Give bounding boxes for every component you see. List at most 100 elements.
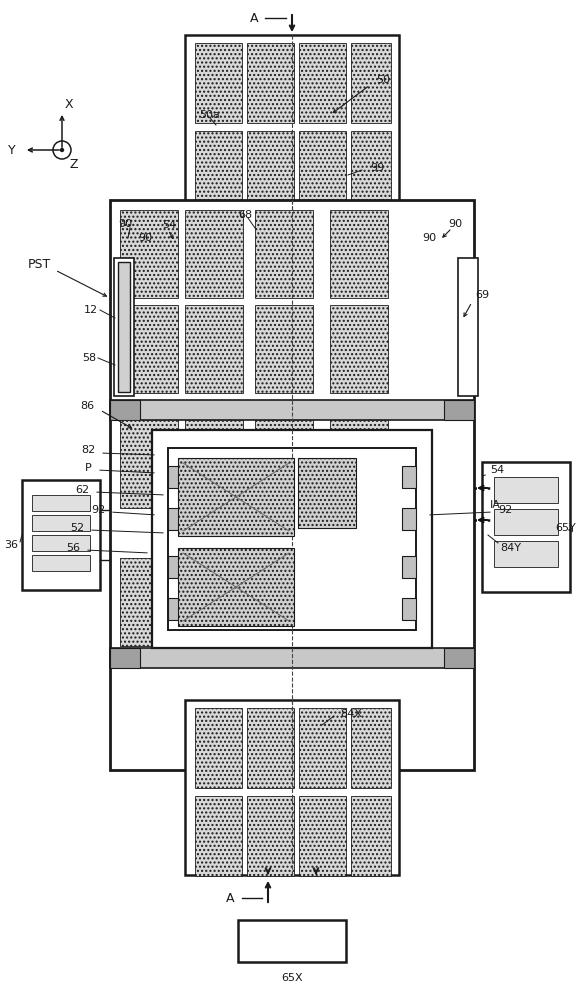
Bar <box>351 796 391 876</box>
Bar <box>255 210 313 298</box>
Bar <box>330 305 388 393</box>
Bar <box>185 558 243 646</box>
Text: PST: PST <box>28 258 51 271</box>
Bar <box>247 708 294 788</box>
Bar <box>458 258 478 396</box>
Text: 90: 90 <box>138 233 152 243</box>
Text: 52: 52 <box>70 523 84 533</box>
Bar <box>255 558 313 646</box>
Bar <box>168 466 182 488</box>
Bar <box>120 210 178 298</box>
Bar <box>32 515 90 531</box>
Bar <box>32 555 90 571</box>
Text: 50: 50 <box>376 75 390 85</box>
Bar <box>494 509 558 535</box>
Text: P: P <box>85 463 92 473</box>
Bar <box>299 131 346 211</box>
Text: 65Y: 65Y <box>555 523 576 533</box>
Bar <box>298 458 356 528</box>
Text: 82: 82 <box>81 445 95 455</box>
Text: 84X: 84X <box>340 709 362 719</box>
Bar <box>299 43 346 123</box>
Text: IA: IA <box>490 500 501 510</box>
Bar <box>482 462 570 592</box>
Bar <box>195 708 242 788</box>
Bar <box>118 262 130 392</box>
Text: 68: 68 <box>238 210 252 220</box>
Bar <box>185 210 243 298</box>
Text: A: A <box>249 11 258 24</box>
Text: 86: 86 <box>80 401 94 411</box>
Bar <box>110 400 140 420</box>
Bar <box>195 796 242 876</box>
Text: 56: 56 <box>66 543 80 553</box>
Bar <box>299 708 346 788</box>
Text: 12: 12 <box>84 305 98 315</box>
Bar <box>110 400 474 420</box>
Text: A: A <box>225 892 234 904</box>
Text: 58: 58 <box>82 353 96 363</box>
Bar <box>110 648 474 668</box>
Text: 36: 36 <box>4 540 18 550</box>
Text: 69: 69 <box>475 290 489 300</box>
Bar <box>168 508 182 530</box>
Bar <box>110 648 140 668</box>
Bar <box>195 43 242 123</box>
Bar <box>120 305 178 393</box>
Bar <box>185 700 399 875</box>
Text: X: X <box>65 99 74 111</box>
Bar <box>330 420 388 508</box>
Bar <box>32 535 90 551</box>
Bar <box>255 420 313 508</box>
Bar <box>120 558 178 646</box>
Bar <box>351 43 391 123</box>
Bar <box>494 541 558 567</box>
Text: 99: 99 <box>370 163 384 173</box>
Bar <box>255 305 313 393</box>
Bar <box>168 598 182 620</box>
Bar <box>32 495 90 511</box>
Bar <box>402 556 416 578</box>
Bar <box>330 558 388 646</box>
Text: 90: 90 <box>448 219 462 229</box>
Bar <box>462 262 474 392</box>
Text: 92: 92 <box>91 505 105 515</box>
Bar <box>152 430 432 648</box>
Bar <box>185 35 399 210</box>
Bar <box>185 420 243 508</box>
Bar <box>238 920 346 962</box>
Bar <box>114 258 134 396</box>
Bar <box>402 598 416 620</box>
Bar <box>351 708 391 788</box>
Text: Z: Z <box>69 157 78 170</box>
Bar <box>444 400 474 420</box>
Text: 62: 62 <box>75 485 89 495</box>
Bar <box>330 210 388 298</box>
Bar <box>247 131 294 211</box>
Bar <box>120 420 178 508</box>
Bar <box>402 508 416 530</box>
Bar <box>402 466 416 488</box>
Text: 50a: 50a <box>199 110 220 120</box>
Text: 54: 54 <box>490 465 504 475</box>
Text: 84Y: 84Y <box>500 543 521 553</box>
Bar <box>22 480 100 590</box>
Text: 90: 90 <box>118 219 132 229</box>
Bar <box>110 200 474 770</box>
Bar <box>351 131 391 211</box>
Text: 92: 92 <box>498 505 512 515</box>
Bar <box>185 305 243 393</box>
Bar <box>247 796 294 876</box>
Bar <box>178 548 294 626</box>
Bar <box>168 448 416 630</box>
Bar <box>299 796 346 876</box>
Text: 90: 90 <box>422 233 436 243</box>
Circle shape <box>60 148 64 152</box>
Bar <box>168 556 182 578</box>
Bar <box>247 43 294 123</box>
Bar <box>444 648 474 668</box>
Bar <box>178 458 294 536</box>
Text: Y: Y <box>8 143 16 156</box>
Bar <box>494 477 558 503</box>
Bar <box>195 131 242 211</box>
